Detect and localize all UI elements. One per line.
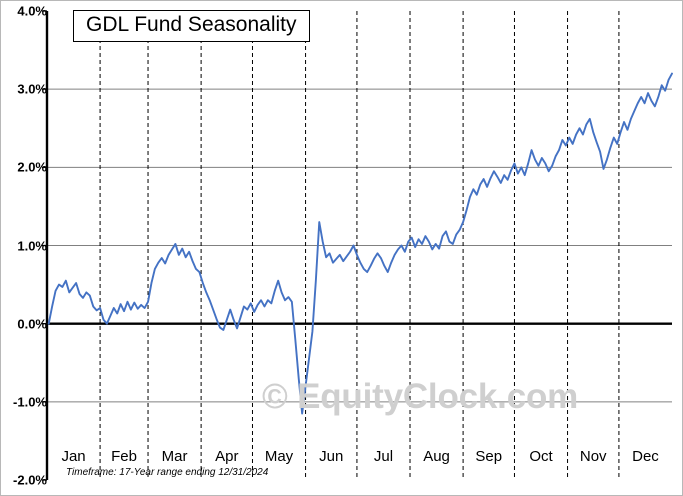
x-tick-label-may: May (264, 448, 294, 465)
y-tick-label: 1.0% (17, 238, 47, 253)
horizontal-gridlines (47, 88, 672, 403)
y-tick-label: -1.0% (13, 394, 47, 410)
y-axis-labels: 4.0% 3.0% 2.0% 1.0% 0.0% -1.0% -2.0% (0, 0, 47, 496)
x-tick-label-mar: Mar (161, 448, 188, 465)
x-tick-label-nov: Nov (579, 448, 607, 465)
x-tick-label-dec: Dec (632, 448, 659, 465)
x-tick-label-jul: Jul (373, 448, 394, 465)
x-tick-label-apr: Apr (215, 448, 239, 465)
chart-title: GDL Fund Seasonality (73, 10, 310, 43)
x-tick-label-jun: Jun (319, 448, 344, 465)
y-tick-label: 0.0% (17, 316, 47, 332)
timeframe-footnote: Timeframe: 17-Year range ending 12/31/20… (66, 467, 269, 478)
x-tick-label-oct: Oct (529, 448, 553, 465)
y-axis-ticks (42, 10, 47, 481)
x-tick-label-aug: Aug (423, 448, 450, 465)
x-tick-label-feb: Feb (111, 448, 137, 465)
y-tick-label: 4.0% (17, 3, 47, 19)
x-tick-label-sep: Sep (475, 448, 503, 465)
y-tick-label: 2.0% (17, 159, 47, 175)
x-tick-label-jan: Jan (61, 448, 86, 465)
y-tick-label: 3.0% (17, 81, 47, 97)
vertical-month-gridlines (99, 11, 620, 480)
y-tick-label: -2.0% (13, 472, 47, 488)
seasonality-line (47, 72, 673, 415)
